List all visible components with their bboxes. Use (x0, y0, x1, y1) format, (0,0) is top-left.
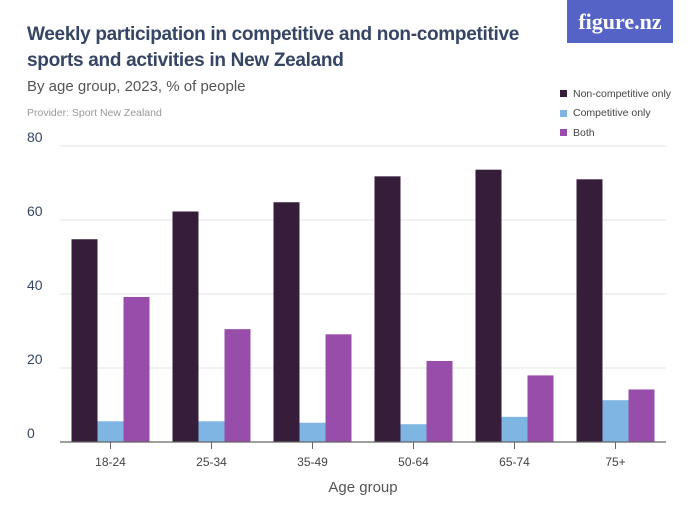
legend-label: Competitive only (573, 107, 651, 120)
x-axis-label: Age group (328, 479, 397, 496)
y-tick-label: 0 (27, 425, 35, 441)
bar-competitive-only-75+ (602, 400, 629, 442)
bar-non-competitive-only-75+ (576, 179, 603, 443)
legend-label: Both (573, 126, 595, 139)
chart-title: Weekly participation in competitive and … (27, 24, 520, 71)
x-tick-label: 35-49 (297, 455, 328, 469)
y-tick-label: 80 (27, 129, 43, 145)
bar-both-35-49 (325, 334, 352, 442)
bar-both-75+ (628, 389, 655, 442)
figure-nz-logo[interactable]: figure.nz (567, 0, 673, 43)
provider-text: Provider: Sport New Zealand (27, 107, 162, 119)
legend: Non-competitive only Competitive only Bo… (560, 84, 671, 143)
legend-label: Non-competitive only (573, 87, 672, 100)
bar-competitive-only-50-64 (400, 424, 427, 442)
legend-swatch (560, 90, 567, 98)
bar-non-competitive-only-18-24 (71, 239, 98, 442)
legend-swatch (560, 109, 567, 117)
bar-non-competitive-only-35-49 (273, 202, 300, 442)
legend-item: Both (560, 123, 671, 143)
x-tick-label: 50-64 (398, 455, 429, 469)
bar-competitive-only-35-49 (299, 422, 326, 442)
x-tick-label: 75+ (605, 455, 625, 469)
bar-competitive-only-65-74 (501, 416, 528, 442)
bar-both-50-64 (426, 360, 453, 442)
x-tick-label: 25-34 (196, 455, 227, 469)
legend-item: Non-competitive only (560, 84, 671, 104)
bar-competitive-only-18-24 (97, 421, 124, 442)
bar-both-18-24 (123, 296, 150, 442)
bar-both-65-74 (527, 375, 554, 442)
legend-swatch (560, 129, 567, 137)
y-tick-label: 20 (27, 351, 43, 367)
x-tick-label: 65-74 (499, 455, 530, 469)
bar-competitive-only-25-34 (198, 421, 225, 442)
x-tick-label: 18-24 (95, 455, 126, 469)
bar-non-competitive-only-25-34 (172, 211, 199, 442)
bar-non-competitive-only-50-64 (374, 176, 401, 442)
y-tick-label: 40 (27, 277, 43, 293)
y-tick-label: 60 (27, 203, 43, 219)
legend-item: Competitive only (560, 104, 671, 124)
bar-both-25-34 (224, 329, 251, 442)
chart-subtitle: By age group, 2023, % of people (27, 78, 246, 95)
bar-non-competitive-only-65-74 (475, 169, 502, 442)
